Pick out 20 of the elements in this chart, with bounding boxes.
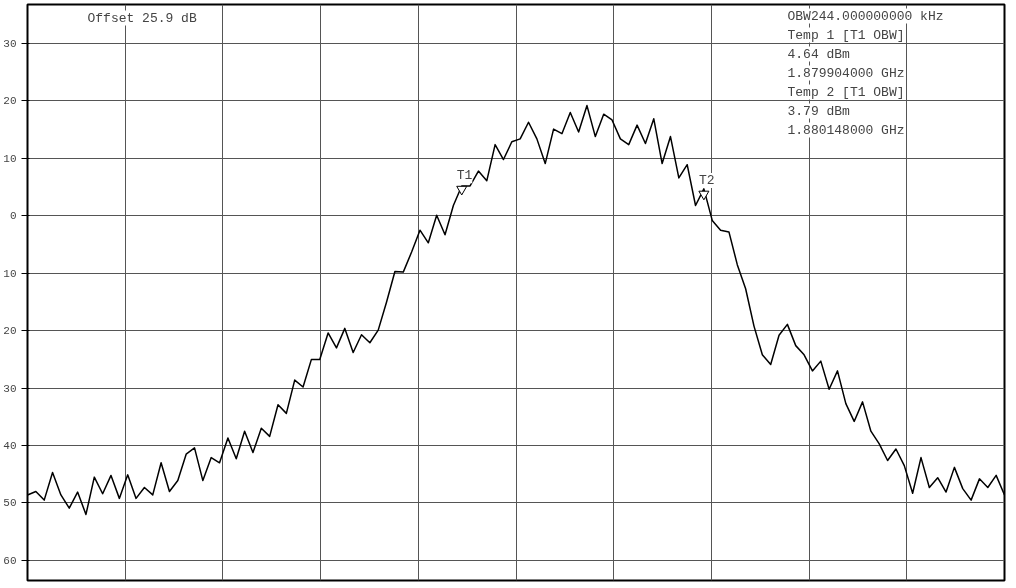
annotation: OBW244.000000000 kHz <box>787 8 944 24</box>
y-tick-label: 30 <box>3 38 17 51</box>
y-tick-label: 20 <box>3 325 17 338</box>
y-tick-label: 40 <box>3 440 17 453</box>
y-tick-label: 30 <box>3 382 17 395</box>
y-tick-label: 10 <box>3 267 17 280</box>
annotation: T1 <box>456 168 473 184</box>
y-tick-label: 50 <box>3 497 17 510</box>
annotation: 3.79 dBm <box>787 103 851 119</box>
annotation: 4.64 dBm <box>787 46 851 62</box>
annotation: Temp 1 [T1 OBW] <box>787 27 905 43</box>
annotation: Temp 2 [T1 OBW] <box>787 84 905 100</box>
y-tick-label: 0 <box>9 210 17 223</box>
y-tick-label: 10 <box>3 152 17 165</box>
annotation: 1.880148000 GHz <box>787 122 905 138</box>
annotation: T2 <box>698 173 715 189</box>
y-tick-label: 60 <box>3 554 17 567</box>
annotation: Offset 25.9 dB <box>87 10 197 26</box>
annotation: 1.879904000 GHz <box>787 65 905 81</box>
y-tick-label: 20 <box>3 95 17 108</box>
